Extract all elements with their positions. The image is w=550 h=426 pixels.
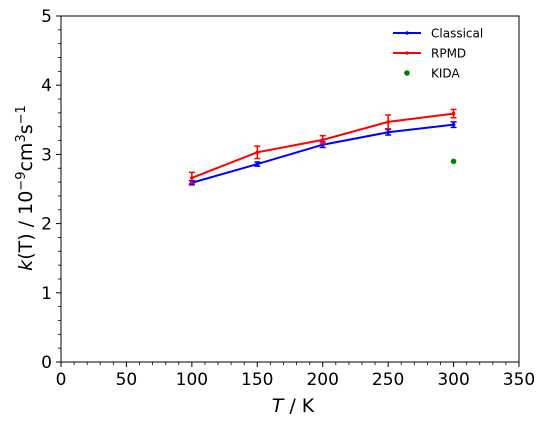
data-point bbox=[451, 122, 456, 127]
data-point bbox=[451, 111, 456, 116]
legend-item-kida: KIDA bbox=[404, 67, 460, 81]
data-point bbox=[386, 130, 390, 135]
x-tick-label: 300 bbox=[437, 370, 469, 390]
series-rpmd bbox=[188, 108, 457, 185]
legend-marker bbox=[405, 51, 409, 55]
legend-item-classical: Classical bbox=[393, 27, 483, 41]
y-tick-label: 1 bbox=[41, 284, 52, 304]
y-tick-label: 4 bbox=[41, 76, 52, 96]
data-point bbox=[255, 162, 260, 166]
series-line bbox=[191, 123, 454, 184]
x-tick-label: 100 bbox=[176, 370, 208, 390]
legend-marker bbox=[405, 31, 409, 35]
data-point bbox=[386, 120, 390, 124]
legend-marker bbox=[404, 70, 410, 76]
series-kida bbox=[450, 158, 457, 165]
y-tick-label: 0 bbox=[41, 353, 52, 373]
x-axis-title: T / K bbox=[272, 395, 315, 417]
y-axis-title: k(T) / 10−9cm3s−1 bbox=[14, 105, 38, 271]
data-point bbox=[450, 158, 457, 165]
legend-label: RPMD bbox=[431, 47, 466, 61]
x-tick-label: 250 bbox=[372, 370, 404, 390]
axis-ticks: 0 50 100 150 200 250 300 350 0 1 2 3 4 5 bbox=[41, 7, 535, 390]
data-point bbox=[320, 138, 325, 142]
legend-item-rpmd: RPMD bbox=[393, 47, 466, 61]
y-tick-label: 5 bbox=[41, 7, 52, 27]
series-classical bbox=[188, 121, 457, 186]
x-tick-label: 350 bbox=[503, 370, 535, 390]
data-point bbox=[190, 176, 194, 180]
plot-area bbox=[188, 108, 457, 186]
y-tick-label: 3 bbox=[41, 145, 52, 165]
data-point bbox=[255, 150, 260, 155]
plot-frame bbox=[60, 15, 520, 363]
legend: Classical RPMD KIDA bbox=[393, 27, 483, 81]
y-tick-label: 2 bbox=[41, 215, 52, 235]
x-tick-label: 150 bbox=[241, 370, 273, 390]
x-tick-label: 50 bbox=[116, 370, 138, 390]
legend-label: KIDA bbox=[431, 67, 460, 81]
legend-label: Classical bbox=[431, 27, 483, 41]
x-tick-label: 0 bbox=[56, 370, 67, 390]
x-tick-label: 200 bbox=[306, 370, 338, 390]
